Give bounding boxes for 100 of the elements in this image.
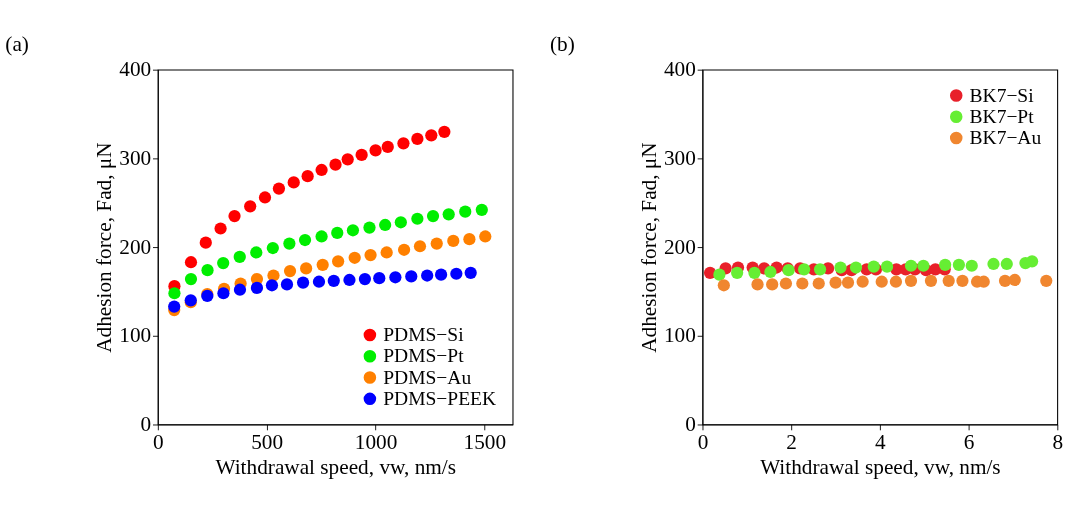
point bbox=[329, 158, 342, 171]
point bbox=[413, 240, 427, 253]
point bbox=[464, 266, 477, 279]
legend-label: BK7−Au bbox=[969, 127, 1042, 149]
x-tick-label: 1000 bbox=[354, 429, 398, 454]
point bbox=[184, 272, 198, 286]
point bbox=[479, 230, 492, 243]
point bbox=[438, 125, 451, 138]
legend-label: PDMS−Au bbox=[383, 366, 472, 388]
x-tick-label: 6 bbox=[963, 429, 975, 454]
point bbox=[796, 277, 809, 290]
point bbox=[889, 275, 903, 288]
chart-title: (b) bbox=[549, 32, 575, 57]
point bbox=[880, 260, 894, 273]
point bbox=[369, 144, 382, 157]
point bbox=[300, 262, 313, 275]
x-tick-label: 500 bbox=[251, 429, 284, 454]
point bbox=[849, 261, 863, 274]
point bbox=[748, 266, 761, 279]
point bbox=[459, 205, 472, 218]
point bbox=[924, 274, 938, 287]
point bbox=[751, 278, 764, 291]
point bbox=[331, 226, 344, 240]
point bbox=[917, 259, 930, 272]
point bbox=[217, 256, 230, 270]
point bbox=[358, 272, 372, 286]
point bbox=[1040, 274, 1053, 287]
point bbox=[233, 283, 247, 296]
point bbox=[766, 278, 779, 291]
point bbox=[301, 170, 314, 183]
point bbox=[829, 276, 842, 289]
point bbox=[875, 275, 888, 288]
point bbox=[904, 274, 918, 287]
point bbox=[298, 233, 312, 247]
x-axis-title: Withdrawal speed, vw, nm/s bbox=[760, 454, 1001, 479]
point bbox=[1000, 257, 1013, 271]
point bbox=[343, 273, 356, 287]
point bbox=[779, 277, 793, 290]
point bbox=[258, 191, 272, 204]
y-tick-label: 100 bbox=[663, 323, 696, 348]
point bbox=[355, 148, 368, 161]
point bbox=[233, 250, 246, 263]
legend-label: PDMS−Pt bbox=[383, 345, 465, 367]
y-axis-title: Adhesion force, Fad, μN bbox=[92, 142, 117, 353]
point bbox=[942, 274, 955, 287]
point bbox=[447, 234, 460, 248]
point bbox=[450, 267, 463, 280]
chart-title: (a) bbox=[5, 32, 29, 57]
y-tick-label: 300 bbox=[119, 146, 152, 171]
x-tick-label: 4 bbox=[875, 429, 887, 454]
point bbox=[939, 258, 952, 271]
point bbox=[904, 259, 918, 272]
point bbox=[397, 243, 411, 256]
point bbox=[813, 263, 827, 276]
y-tick-label: 300 bbox=[663, 146, 696, 171]
x-tick-label: 2 bbox=[786, 429, 798, 454]
point bbox=[312, 275, 326, 288]
point bbox=[764, 265, 777, 279]
point bbox=[327, 274, 340, 287]
point bbox=[425, 129, 438, 142]
point bbox=[812, 277, 825, 290]
point bbox=[952, 258, 966, 271]
point bbox=[381, 140, 394, 153]
point bbox=[250, 246, 263, 259]
point bbox=[244, 200, 257, 213]
y-tick-label: 400 bbox=[119, 57, 152, 82]
point bbox=[797, 263, 811, 276]
legend-label: PDMS−PEEK bbox=[383, 388, 497, 410]
point bbox=[341, 153, 354, 166]
point bbox=[475, 203, 488, 216]
point bbox=[315, 163, 328, 177]
point bbox=[266, 241, 279, 255]
point bbox=[956, 274, 969, 287]
point bbox=[411, 132, 424, 146]
point bbox=[987, 257, 1000, 271]
point bbox=[380, 246, 393, 259]
point bbox=[217, 287, 230, 300]
x-tick-label: 8 bbox=[1052, 429, 1064, 454]
point bbox=[421, 269, 434, 282]
point bbox=[965, 259, 978, 272]
point bbox=[168, 300, 181, 313]
point bbox=[1008, 273, 1021, 287]
point bbox=[713, 268, 726, 281]
point bbox=[430, 237, 443, 250]
y-axis-title: Adhesion force, Fad, μN bbox=[636, 142, 661, 353]
point bbox=[228, 209, 241, 223]
point bbox=[426, 209, 440, 223]
point bbox=[250, 281, 264, 295]
y-tick-label: 100 bbox=[119, 323, 152, 348]
y-tick-label: 0 bbox=[140, 412, 152, 437]
point bbox=[280, 278, 294, 291]
point bbox=[394, 216, 407, 229]
point bbox=[287, 176, 300, 189]
point bbox=[434, 268, 448, 281]
point bbox=[272, 182, 286, 195]
point bbox=[214, 222, 227, 235]
point bbox=[397, 137, 410, 150]
point bbox=[364, 249, 377, 262]
point bbox=[315, 230, 328, 243]
y-tick-label: 400 bbox=[663, 57, 696, 82]
